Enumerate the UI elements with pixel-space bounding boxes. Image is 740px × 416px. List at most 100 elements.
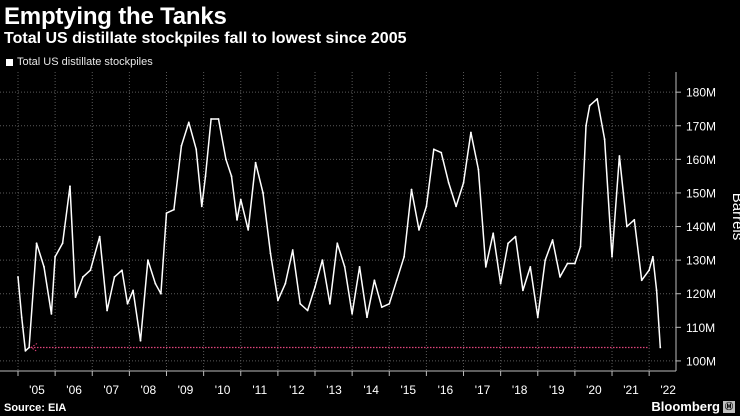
data-point xyxy=(380,306,383,309)
data-point xyxy=(299,302,302,305)
data-point xyxy=(121,269,123,272)
x-tick-label: '15 xyxy=(400,383,416,397)
data-point xyxy=(314,286,316,288)
data-point xyxy=(225,158,227,161)
data-point xyxy=(403,255,406,258)
data-point xyxy=(585,124,587,127)
chart-subtitle: Total US distillate stockpiles fall to l… xyxy=(4,30,407,47)
data-point xyxy=(536,316,539,319)
legend-swatch xyxy=(6,58,13,66)
data-point xyxy=(328,302,331,305)
brand-logo: Bloomberg xyxy=(651,399,720,414)
data-point xyxy=(410,188,413,191)
data-point xyxy=(204,175,207,178)
x-tick-label: '10 xyxy=(215,383,231,397)
data-point xyxy=(306,309,309,312)
y-tick-label: 130M xyxy=(686,254,716,268)
data-point xyxy=(425,205,428,208)
data-point xyxy=(603,138,606,141)
legend: Total US distillate stockpiles xyxy=(6,55,153,69)
data-point xyxy=(20,316,23,319)
data-point xyxy=(455,205,457,208)
data-point xyxy=(651,255,654,258)
y-axis-label: Barrels xyxy=(729,193,740,241)
data-point xyxy=(514,235,517,238)
data-point xyxy=(588,104,591,107)
data-point xyxy=(343,265,346,268)
data-point xyxy=(217,118,220,120)
data-point xyxy=(61,242,64,245)
data-point xyxy=(195,148,198,151)
x-tick-label: '19 xyxy=(549,383,565,397)
data-point xyxy=(147,259,149,262)
data-point xyxy=(648,269,651,272)
data-point xyxy=(440,151,443,154)
x-tick-label: '11 xyxy=(252,383,267,397)
reference-arrow-icon xyxy=(30,343,38,352)
data-point xyxy=(395,279,398,282)
x-tick-label: '07 xyxy=(103,383,119,397)
y-tick-label: 110M xyxy=(686,321,715,335)
x-tick-label: '21 xyxy=(623,383,639,397)
y-tick-label: 100M xyxy=(686,354,716,368)
y-tick-label: 120M xyxy=(686,287,716,301)
data-point xyxy=(484,265,487,268)
x-tick-label: '18 xyxy=(512,383,528,397)
data-point xyxy=(82,276,84,278)
data-point xyxy=(470,131,472,134)
data-point xyxy=(432,148,435,151)
data-point xyxy=(17,276,19,278)
data-point xyxy=(74,296,77,298)
data-point xyxy=(69,185,71,188)
legend-label: Total US distillate stockpiles xyxy=(17,56,153,68)
data-point xyxy=(373,279,376,282)
data-point xyxy=(236,218,238,221)
x-tick-label: '22 xyxy=(660,383,676,397)
data-point xyxy=(291,249,294,251)
data-point xyxy=(611,255,613,258)
data-point xyxy=(551,239,554,241)
data-point xyxy=(165,212,168,215)
x-tick-label: '08 xyxy=(141,383,157,397)
data-point xyxy=(529,265,532,268)
data-point xyxy=(544,259,547,262)
data-point xyxy=(24,349,27,352)
data-point xyxy=(35,242,38,245)
data-point xyxy=(230,175,233,178)
data-point xyxy=(154,282,157,285)
data-point xyxy=(269,252,272,255)
data-point xyxy=(160,292,162,295)
data-point xyxy=(89,269,92,272)
data-point xyxy=(625,225,628,228)
data-point xyxy=(43,265,45,268)
data-point xyxy=(200,205,203,208)
data-point xyxy=(284,282,287,285)
data-point xyxy=(126,302,129,305)
data-point xyxy=(507,242,509,245)
brand-badge-icon: Ⓜ xyxy=(723,401,735,413)
data-point xyxy=(254,161,257,164)
data-point xyxy=(106,309,109,312)
x-tick-label: '16 xyxy=(438,383,454,397)
data-point xyxy=(559,276,561,278)
y-tick-label: 180M xyxy=(686,86,716,100)
data-point xyxy=(492,232,495,235)
x-tick-label: '17 xyxy=(475,383,491,397)
y-tick-label: 170M xyxy=(686,119,716,133)
data-point xyxy=(659,346,662,349)
y-tick-label: 150M xyxy=(686,186,716,200)
data-point xyxy=(566,262,569,265)
data-point xyxy=(239,198,242,201)
data-point xyxy=(477,168,480,171)
x-tick-label: '05 xyxy=(29,383,45,397)
data-point xyxy=(447,181,450,184)
data-point xyxy=(633,218,636,221)
data-point xyxy=(247,228,250,231)
data-point xyxy=(139,339,142,342)
x-tick-label: '13 xyxy=(326,383,342,397)
data-point xyxy=(358,265,361,268)
data-point xyxy=(573,262,576,265)
data-point xyxy=(180,145,183,147)
data-point xyxy=(173,208,175,211)
